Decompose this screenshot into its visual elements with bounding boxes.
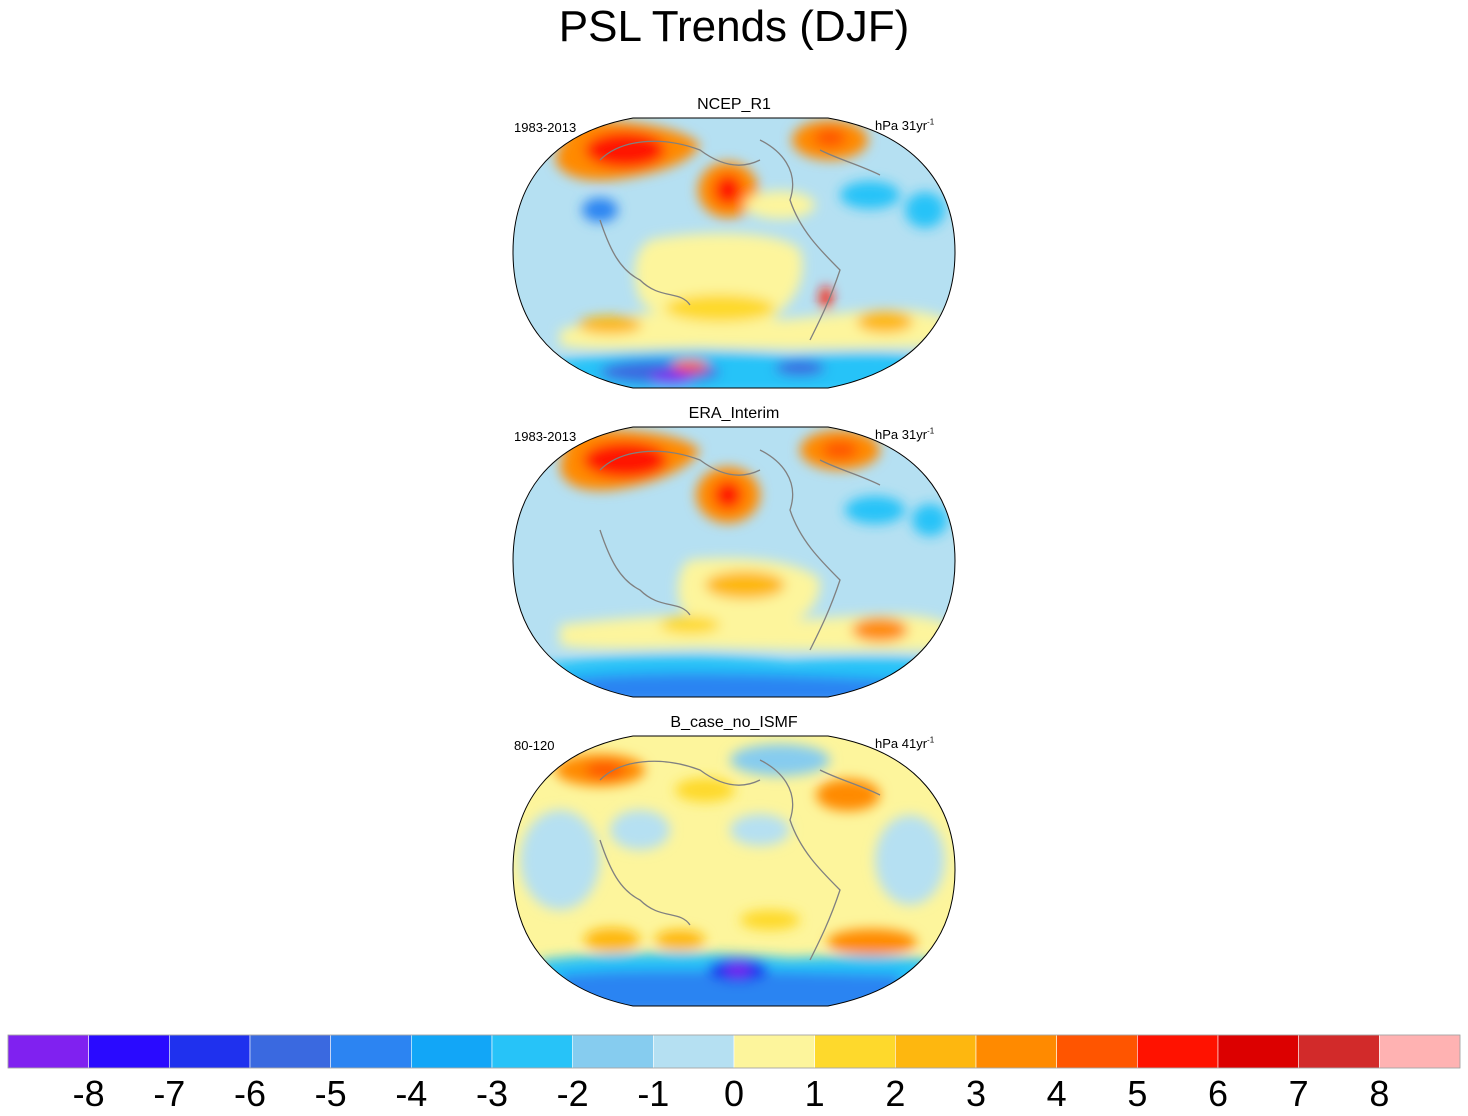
- colorbar-swatch: [572, 1034, 654, 1069]
- panel-title-ncep: NCEP_R1: [697, 96, 771, 113]
- colorbar-border: [7, 1034, 1461, 1069]
- colorbar-swatch: [88, 1034, 170, 1069]
- colorbar-swatch: [1137, 1034, 1219, 1069]
- panel-units-era: hPa 31yr-1: [875, 426, 935, 442]
- colorbar-tick-label: 1: [804, 1073, 825, 1114]
- colorbar-swatch: [814, 1034, 896, 1069]
- panel-title-bcase: B_case_no_ISMF: [670, 714, 798, 731]
- colorbar-tick-label: -1: [637, 1073, 670, 1114]
- figure-title: PSL Trends (DJF): [558, 2, 910, 51]
- colorbar-swatch: [1217, 1034, 1299, 1069]
- panel-units-bcase: hPa 41yr-1: [875, 735, 935, 751]
- panel-period-bcase: 80-120: [514, 738, 555, 753]
- colorbar-swatch: [1056, 1034, 1138, 1069]
- colorbar-swatch: [249, 1034, 331, 1069]
- colorbar: [7, 1034, 1461, 1069]
- colorbar-swatch: [895, 1034, 977, 1069]
- colorbar-swatch: [975, 1034, 1057, 1069]
- colorbar-tick-label: 0: [723, 1073, 745, 1114]
- colorbar-tick-label: 8: [1369, 1073, 1390, 1114]
- colorbar-swatch: [7, 1034, 89, 1069]
- colorbar-tick-label: -4: [395, 1073, 428, 1114]
- colorbar-tick-label: -8: [72, 1073, 105, 1114]
- panel-title-era: ERA_Interim: [688, 405, 780, 422]
- colorbar-swatch: [411, 1034, 493, 1069]
- colorbar-swatch: [169, 1034, 251, 1069]
- panel-units-ncep: hPa 31yr-1: [875, 117, 935, 133]
- colorbar-swatch: [1298, 1034, 1380, 1069]
- colorbar-tick-label: 3: [965, 1073, 987, 1114]
- colorbar-tick-label: 7: [1288, 1073, 1309, 1114]
- panel-period-era: 1983-2013: [514, 429, 577, 444]
- map-panel-bcase: [512, 735, 956, 1007]
- colorbar-swatch: [491, 1034, 573, 1069]
- colorbar-tick-label: 5: [1127, 1073, 1148, 1114]
- map-panel-ncep: [512, 117, 956, 389]
- colorbar-tick-label: 4: [1046, 1073, 1067, 1114]
- colorbar-swatch: [733, 1034, 815, 1069]
- colorbar-tick-label: 2: [885, 1073, 906, 1114]
- colorbar-tick-label: -3: [475, 1073, 508, 1114]
- colorbar-tick-label: -7: [153, 1073, 186, 1114]
- colorbar-swatch: [330, 1034, 412, 1069]
- colorbar-tick-label: -6: [233, 1073, 266, 1114]
- map-panel-era: [512, 426, 956, 698]
- colorbar-tick-label: -2: [556, 1073, 589, 1114]
- colorbar-swatch: [653, 1034, 735, 1069]
- colorbar-tick-label: 6: [1207, 1073, 1229, 1114]
- panel-period-ncep: 1983-2013: [514, 120, 577, 135]
- colorbar-swatch: [1379, 1034, 1461, 1069]
- colorbar-tick-label: -5: [314, 1073, 347, 1114]
